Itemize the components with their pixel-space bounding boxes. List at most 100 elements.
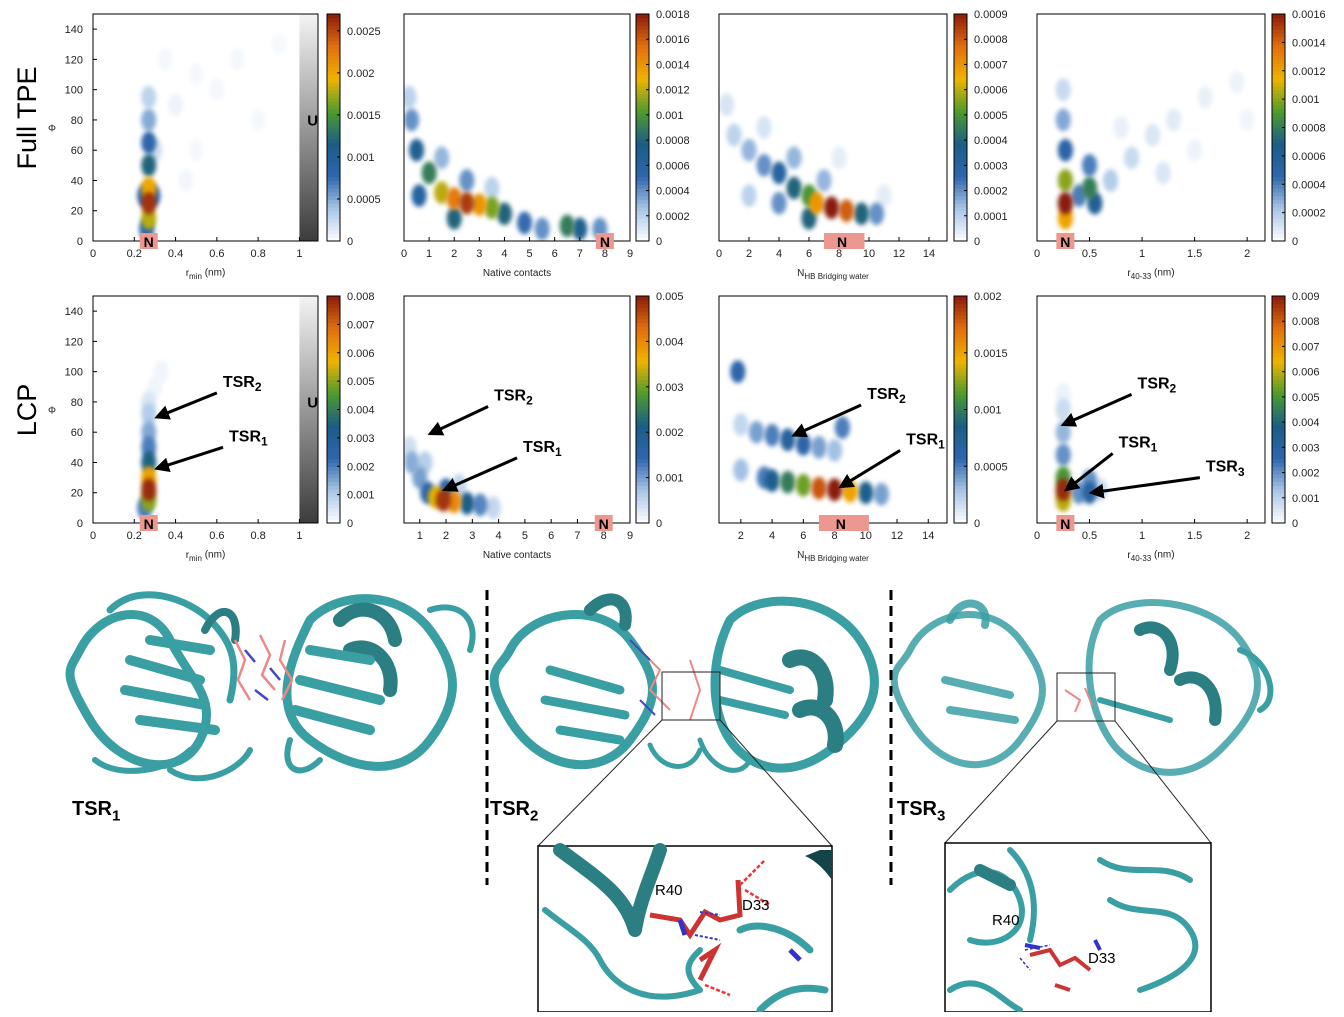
colorbar-step [1272, 176, 1285, 182]
colorbar-step [636, 161, 649, 166]
colorbar-step [954, 112, 967, 117]
colorbar-step [636, 44, 649, 49]
colorbar-step [636, 341, 649, 346]
density-cell [484, 176, 500, 200]
colorbar-step [1272, 32, 1285, 38]
colorbar-step [327, 481, 340, 486]
density-cell [1055, 398, 1071, 421]
colorbar-step [954, 214, 967, 219]
colorbar-step [636, 176, 649, 182]
density-cell [446, 206, 462, 230]
native-marker [139, 515, 158, 531]
colorbar-step [327, 157, 340, 163]
x-tick-label: 8 [602, 248, 608, 260]
colorbar-step [636, 451, 649, 456]
x-tick-label: 7 [577, 248, 583, 260]
x-tick-label: 0.5 [1082, 530, 1097, 542]
colorbar-step [327, 191, 340, 197]
colorbar-step [954, 333, 967, 339]
colorbar-tick-label: 0 [974, 518, 980, 530]
density-cell [741, 184, 757, 207]
colorbar-step [1272, 127, 1285, 132]
residue-label: D33 [1088, 950, 1116, 967]
colorbar-step [1272, 150, 1285, 155]
colorbar-step [636, 225, 649, 231]
colorbar-step [954, 191, 967, 197]
colorbar-step [1272, 330, 1285, 335]
colorbar-step [1272, 74, 1285, 79]
colorbar-step [636, 59, 649, 64]
colorbar-step [636, 390, 649, 395]
x-axis-label: rmin (nm) [186, 549, 226, 563]
unfolded-label: U [307, 395, 318, 412]
density-cell [434, 181, 450, 204]
colorbar-tick-label: 0.0005 [974, 110, 1008, 122]
colorbar-step [954, 195, 967, 200]
colorbar-step [954, 379, 967, 384]
colorbar-step [327, 454, 340, 460]
colorbar-step [636, 303, 649, 308]
colorbar-step [954, 318, 967, 324]
native-marker [818, 515, 869, 531]
density-cell [1155, 161, 1171, 185]
colorbar-step [1272, 386, 1285, 392]
density-cell [741, 138, 757, 162]
residue-label: R40 [992, 912, 1020, 929]
colorbar-step [954, 104, 967, 110]
y-tick-label: 120 [65, 54, 83, 66]
colorbar-step [636, 360, 649, 365]
density-cell [816, 169, 832, 192]
colorbar-tick-label: 0.0025 [347, 26, 381, 38]
x-tick-label: 2 [1244, 248, 1250, 260]
native-label: N [600, 234, 610, 250]
colorbar-step [1272, 157, 1285, 163]
text-part: (nm) [202, 267, 225, 278]
colorbar-step [327, 222, 340, 227]
colorbar-step [327, 150, 340, 155]
density-cell [496, 202, 512, 226]
colorbar-step [327, 386, 340, 392]
colorbar-step [327, 146, 340, 151]
density-cell [786, 176, 802, 200]
density-cell [868, 202, 885, 226]
colorbar-step [1272, 108, 1285, 113]
annotation-arrow [427, 405, 489, 436]
colorbar-step [1272, 492, 1285, 498]
colorbar-step [954, 356, 967, 361]
colorbar-step [327, 485, 340, 490]
colorbar-tick-label: 0.0014 [656, 59, 690, 71]
density-cell [826, 478, 843, 502]
native-marker [824, 233, 865, 249]
x-axis-label: r40-33 (nm) [1127, 549, 1174, 563]
annotation-label: TSR2 [494, 387, 533, 407]
colorbar-step [636, 85, 649, 91]
colorbar-step [636, 51, 649, 57]
colorbar-step [636, 379, 649, 384]
colorbar-tick-label: 0.008 [347, 291, 375, 303]
plot-area [730, 360, 890, 506]
x-tick-label: 0.5 [1082, 248, 1097, 260]
colorbar-step [1272, 454, 1285, 460]
text-part: Native contacts [483, 550, 551, 561]
colorbar-tick-label: 0.0005 [974, 461, 1008, 473]
density-cell [404, 108, 420, 132]
colorbar-step [1272, 314, 1285, 320]
colorbar-step [327, 432, 340, 437]
colorbar-step [954, 383, 967, 388]
x-tick-label: 1 [1139, 530, 1145, 542]
colorbar-step [327, 492, 340, 498]
text-part: TSR [906, 431, 938, 448]
colorbar-step [1272, 135, 1285, 140]
colorbar-step [954, 352, 967, 358]
colorbar-step [954, 348, 967, 354]
text-part: 1 [112, 807, 120, 824]
colorbar-step [327, 504, 340, 509]
colorbar-step [1272, 97, 1285, 102]
plot-area [404, 85, 608, 241]
colorbar-step [954, 439, 967, 445]
colorbar-step [636, 345, 649, 350]
colorbar-step [327, 417, 340, 422]
text-part: r [1127, 550, 1131, 561]
colorbar-tick-label: 0.0002 [1292, 208, 1326, 220]
